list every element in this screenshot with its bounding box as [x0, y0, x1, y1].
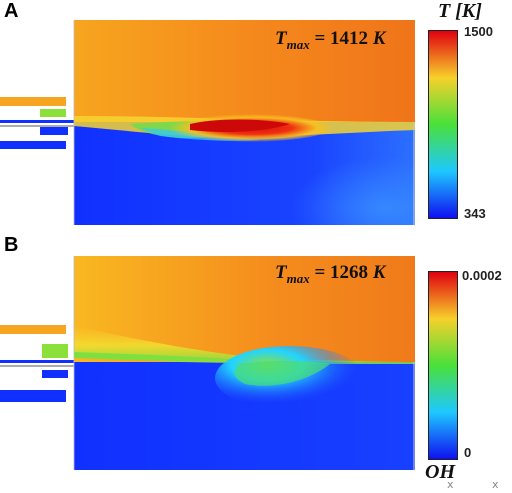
colorbar-a	[428, 30, 458, 219]
tmax-unit-b: K	[372, 262, 386, 283]
tmax-sub-a: max	[286, 37, 310, 52]
tmax-symbol-a: T	[275, 28, 287, 49]
tmax-sub-b: max	[286, 271, 310, 286]
tmax-unit-a: K	[372, 28, 386, 49]
oh-field-b	[0, 256, 415, 470]
temperature-field-a	[0, 20, 415, 225]
tmax-value-b: = 1268	[309, 262, 373, 283]
colorbar-title-a: T [K]	[438, 0, 482, 22]
tmax-symbol-b: T	[275, 262, 287, 283]
colorbar-b	[428, 271, 458, 460]
colorbar-max-a: 1500	[464, 24, 493, 39]
colorbar-min-a: 343	[464, 206, 486, 221]
colorbar-min-b: 0	[464, 445, 472, 460]
tmax-label-b: Tmax = 1268 K	[275, 262, 386, 286]
footer-mark-2: x	[492, 478, 499, 491]
tmax-value-a: = 1412	[309, 28, 373, 49]
colorbar-max-b: 0.0002	[462, 268, 502, 283]
tmax-label-a: Tmax = 1412 K	[275, 28, 386, 52]
colorbar-title-b: OH	[425, 461, 455, 483]
footer-mark-1: x	[447, 478, 454, 491]
panel-letter-a: A	[4, 0, 19, 22]
panel-letter-b: B	[4, 234, 19, 256]
